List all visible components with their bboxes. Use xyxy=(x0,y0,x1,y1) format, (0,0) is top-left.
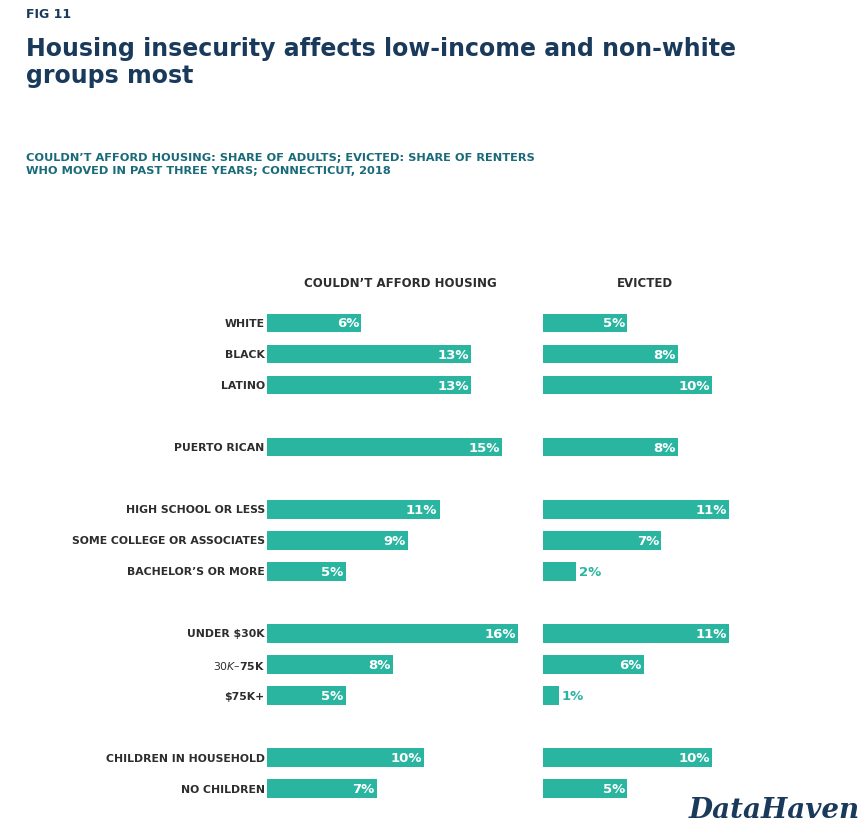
Text: $30K–$75K: $30K–$75K xyxy=(213,659,265,671)
Text: 8%: 8% xyxy=(654,348,676,361)
Text: 10%: 10% xyxy=(679,379,710,392)
Text: 6%: 6% xyxy=(620,658,642,672)
Bar xyxy=(267,779,377,798)
Bar xyxy=(267,376,471,394)
Text: WHITE: WHITE xyxy=(225,318,265,328)
Text: CHILDREN IN HOUSEHOLD: CHILDREN IN HOUSEHOLD xyxy=(106,753,265,762)
Text: 7%: 7% xyxy=(637,534,659,547)
Bar xyxy=(542,748,713,767)
Text: Housing insecurity affects low-income and non-white
groups most: Housing insecurity affects low-income an… xyxy=(26,37,736,88)
Text: 10%: 10% xyxy=(679,751,710,764)
Text: 16%: 16% xyxy=(484,627,516,640)
Text: 11%: 11% xyxy=(695,503,727,516)
Text: DataHaven: DataHaven xyxy=(688,796,859,823)
Text: 6%: 6% xyxy=(337,317,359,330)
Text: 11%: 11% xyxy=(406,503,437,516)
Text: 8%: 8% xyxy=(368,658,391,672)
Bar xyxy=(542,624,729,643)
Text: 1%: 1% xyxy=(562,689,584,702)
Text: 5%: 5% xyxy=(321,565,344,578)
Text: COULDN’T AFFORD HOUSING: SHARE OF ADULTS; EVICTED: SHARE OF RENTERS
WHO MOVED IN: COULDN’T AFFORD HOUSING: SHARE OF ADULTS… xyxy=(26,153,535,176)
Bar xyxy=(542,562,576,581)
Text: SOME COLLEGE OR ASSOCIATES: SOME COLLEGE OR ASSOCIATES xyxy=(72,536,265,546)
Text: 7%: 7% xyxy=(352,782,375,796)
Bar xyxy=(267,345,471,364)
Bar xyxy=(267,624,518,643)
Bar xyxy=(267,562,345,581)
Text: BLACK: BLACK xyxy=(225,350,265,360)
Bar xyxy=(542,531,661,550)
Bar xyxy=(542,314,628,332)
Text: PUERTO RICAN: PUERTO RICAN xyxy=(174,442,265,452)
Bar xyxy=(542,438,679,457)
Bar xyxy=(542,686,560,705)
Text: 15%: 15% xyxy=(469,441,500,454)
Text: UNDER $30K: UNDER $30K xyxy=(187,629,265,638)
Text: 10%: 10% xyxy=(391,751,422,764)
Text: 13%: 13% xyxy=(437,379,469,392)
Text: NO CHILDREN: NO CHILDREN xyxy=(181,784,265,794)
Bar xyxy=(542,500,729,519)
Text: 5%: 5% xyxy=(602,317,625,330)
Bar xyxy=(542,345,679,364)
Text: 8%: 8% xyxy=(654,441,676,454)
Text: FIG 11: FIG 11 xyxy=(26,8,71,22)
Bar xyxy=(267,686,345,705)
Text: 11%: 11% xyxy=(695,627,727,640)
Bar xyxy=(267,531,409,550)
Bar xyxy=(267,655,392,674)
Text: EVICTED: EVICTED xyxy=(616,276,673,289)
Bar xyxy=(542,779,628,798)
Text: 9%: 9% xyxy=(384,534,406,547)
Bar xyxy=(542,376,713,394)
Text: BACHELOR’S OR MORE: BACHELOR’S OR MORE xyxy=(127,566,265,576)
Bar xyxy=(542,655,644,674)
Text: COULDN’T AFFORD HOUSING: COULDN’T AFFORD HOUSING xyxy=(304,276,497,289)
Text: $75K+: $75K+ xyxy=(225,691,265,700)
Text: 13%: 13% xyxy=(437,348,469,361)
Text: LATINO: LATINO xyxy=(220,380,265,390)
Text: 5%: 5% xyxy=(321,689,344,702)
Text: HIGH SCHOOL OR LESS: HIGH SCHOOL OR LESS xyxy=(126,504,265,514)
Text: 5%: 5% xyxy=(602,782,625,796)
Bar xyxy=(267,748,424,767)
Bar xyxy=(267,314,361,332)
Bar xyxy=(267,438,503,457)
Bar xyxy=(267,500,440,519)
Text: 2%: 2% xyxy=(579,565,602,578)
